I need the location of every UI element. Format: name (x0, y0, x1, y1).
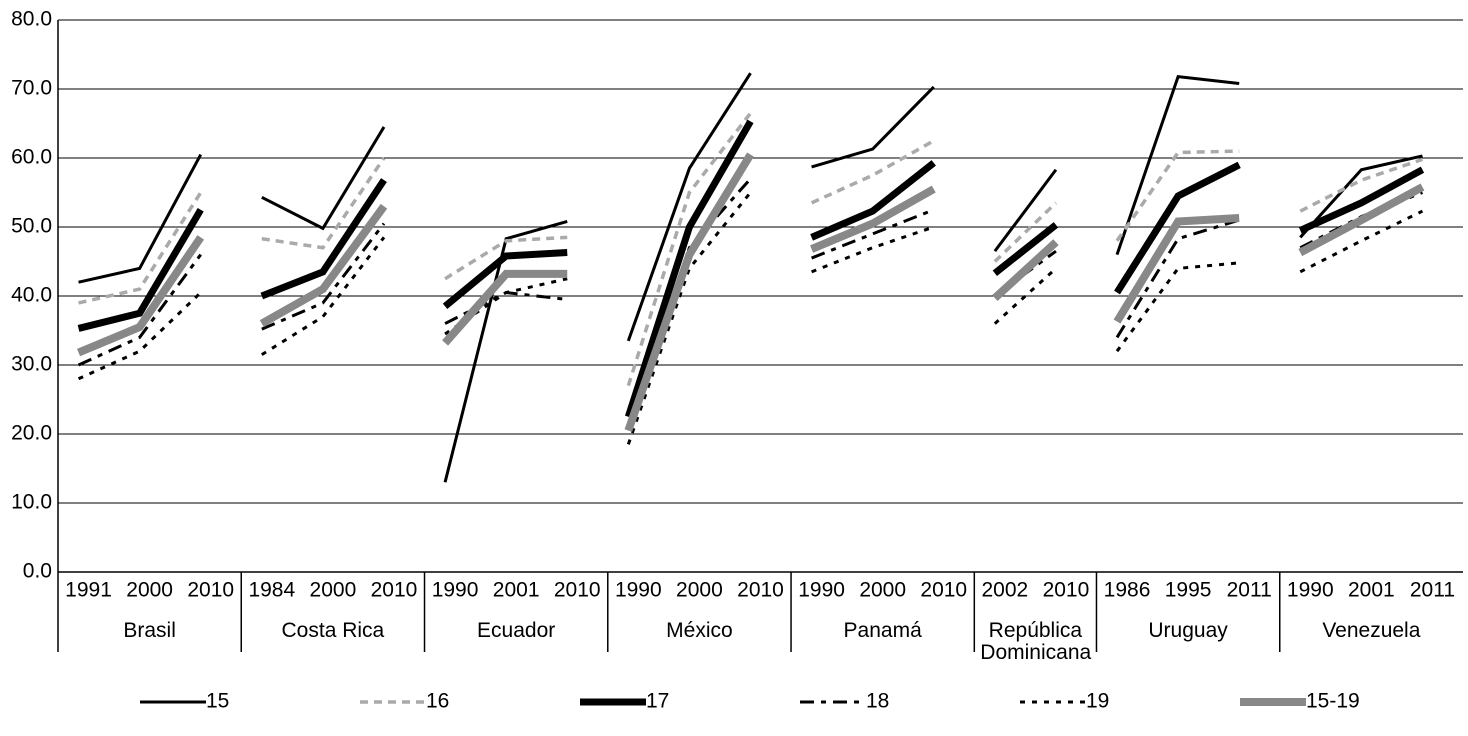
series-line (1115, 74, 1240, 256)
legend-label: 17 (646, 690, 669, 713)
series-line (1113, 214, 1240, 324)
y-tick-label: 30.0 (11, 353, 52, 376)
group-label: Venezuela (1322, 620, 1421, 642)
y-tick-label: 60.0 (11, 146, 52, 169)
legend-label: 19 (1086, 690, 1109, 713)
group-label: Brasil (123, 620, 176, 642)
y-tick-label: 20.0 (11, 422, 52, 445)
group-label: Costa Rica (281, 620, 385, 642)
series-line (1115, 149, 1240, 242)
series-line (443, 220, 568, 483)
group-label-box: Venezuela (1322, 620, 1421, 642)
x-tick-label: 2000 (310, 579, 357, 602)
x-tick-label: 1990 (615, 579, 662, 602)
series-line (810, 160, 936, 241)
x-tick-label: 2011 (1227, 579, 1272, 602)
series-line (993, 168, 1058, 253)
group-label: República Dominicana (980, 620, 1092, 664)
x-tick-label: 2010 (187, 579, 234, 602)
series-line (260, 178, 387, 300)
series-line (77, 253, 202, 367)
series-line (993, 201, 1058, 263)
y-tick-label: 70.0 (11, 77, 52, 100)
x-tick-label: 1984 (248, 579, 295, 602)
x-tick-label: 2000 (126, 579, 173, 602)
group-label-box: Panamá (843, 620, 922, 642)
x-tick-label: 2010 (737, 579, 784, 602)
y-tick-label: 80.0 (11, 8, 52, 31)
x-tick-label: 1990 (1287, 579, 1334, 602)
x-tick-label: 2010 (554, 579, 601, 602)
series-line (261, 157, 386, 250)
series-line (1298, 166, 1425, 234)
x-tick-label: 2010 (371, 579, 418, 602)
y-tick-label: 10.0 (11, 491, 52, 514)
series-line (1299, 154, 1423, 239)
series-line (1298, 183, 1425, 257)
series-line (77, 291, 202, 381)
group-label: México (666, 620, 733, 642)
group-label-box: Costa Rica (281, 620, 385, 642)
series-line (442, 249, 568, 310)
group-label: Uruguay (1148, 620, 1228, 642)
x-tick-label: 2000 (676, 579, 723, 602)
series-line (78, 191, 203, 305)
x-tick-label: 2011 (1410, 579, 1455, 602)
y-tick-label: 40.0 (11, 284, 52, 307)
series-line (624, 119, 754, 418)
x-tick-label: 1995 (1165, 579, 1212, 602)
legend-label: 15-19 (1306, 690, 1360, 713)
group-label-box: Uruguay (1148, 620, 1228, 642)
x-tick-label: 1986 (1104, 579, 1151, 602)
series-line (1114, 161, 1241, 295)
group-label-box: Ecuador (477, 620, 556, 642)
x-tick-label: 1990 (432, 579, 479, 602)
series-line (626, 191, 752, 445)
series-line (626, 112, 752, 387)
group-label: Ecuador (477, 620, 556, 642)
x-tick-label: 1991 (65, 579, 112, 602)
series-line (992, 222, 1059, 276)
series-line (77, 235, 205, 357)
series-line (811, 225, 935, 274)
series-line (811, 85, 935, 169)
series-line (993, 267, 1057, 325)
group-label-box: Brasil (123, 620, 176, 642)
series-line (444, 235, 568, 281)
group-label-box: México (666, 620, 733, 642)
series-line (626, 72, 752, 342)
series-line (811, 208, 935, 260)
x-tick-label: 2010 (1043, 579, 1090, 602)
legend-label: 18 (866, 690, 889, 713)
series-line (261, 126, 386, 231)
x-tick-label: 2010 (920, 579, 967, 602)
y-tick-label: 50.0 (11, 215, 52, 238)
series-line (624, 152, 754, 432)
series-line (442, 269, 568, 346)
series-line (1115, 218, 1240, 339)
x-tick-label: 2001 (493, 579, 540, 602)
series-line (259, 203, 388, 328)
group-label: Panamá (843, 620, 922, 642)
x-tick-label: 1990 (798, 579, 845, 602)
x-tick-label: 2001 (1348, 579, 1395, 602)
x-tick-label: 2002 (981, 579, 1028, 602)
series-line (261, 222, 386, 331)
y-tick-label: 0.0 (23, 560, 52, 583)
legend-label: 15 (206, 690, 229, 713)
group-label-box: República Dominicana (980, 620, 1092, 664)
series-line (992, 239, 1059, 302)
x-tick-label: 2000 (859, 579, 906, 602)
series-line (810, 185, 936, 253)
series-line (78, 153, 203, 284)
series-line (810, 139, 935, 205)
series-line (77, 207, 204, 332)
legend-label: 16 (426, 690, 449, 713)
